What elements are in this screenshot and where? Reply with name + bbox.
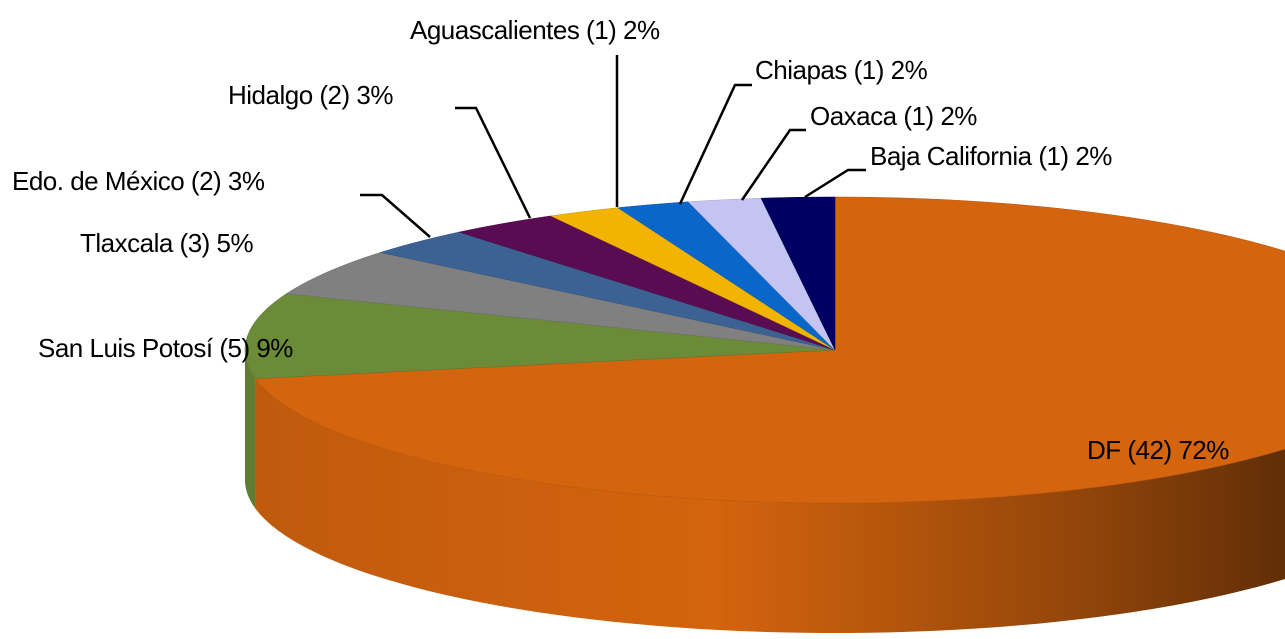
slice xyxy=(254,196,1285,504)
slice xyxy=(457,215,836,351)
leader-line xyxy=(360,193,431,238)
slice-label: Oaxaca (1) 2% xyxy=(810,101,977,131)
slice-label: Baja California (1) 2% xyxy=(870,141,1112,171)
slice-side xyxy=(255,378,1285,633)
slice-label: Tlaxcala (3) 5% xyxy=(80,228,253,258)
slice xyxy=(285,252,836,351)
slice-label: Edo. de México (2) 3% xyxy=(12,166,265,196)
slice-label: Hidalgo (2) 3% xyxy=(228,80,393,110)
leader-line xyxy=(804,168,866,199)
leader-line xyxy=(455,106,532,219)
slice-label: San Luis Potosí (5) 9% xyxy=(38,333,293,363)
slice xyxy=(687,197,836,351)
slice-label: DF (42) 72% xyxy=(1087,435,1229,465)
slice xyxy=(379,231,836,351)
leader-line xyxy=(678,83,752,205)
leader-line xyxy=(740,128,806,201)
slice xyxy=(760,196,836,351)
slice xyxy=(549,207,836,351)
slice xyxy=(244,293,836,379)
slice xyxy=(617,201,836,351)
slice-label: Aguascalientes (1) 2% xyxy=(410,15,660,45)
slice-label: Chiapas (1) 2% xyxy=(755,55,928,85)
slice-side xyxy=(245,350,256,509)
